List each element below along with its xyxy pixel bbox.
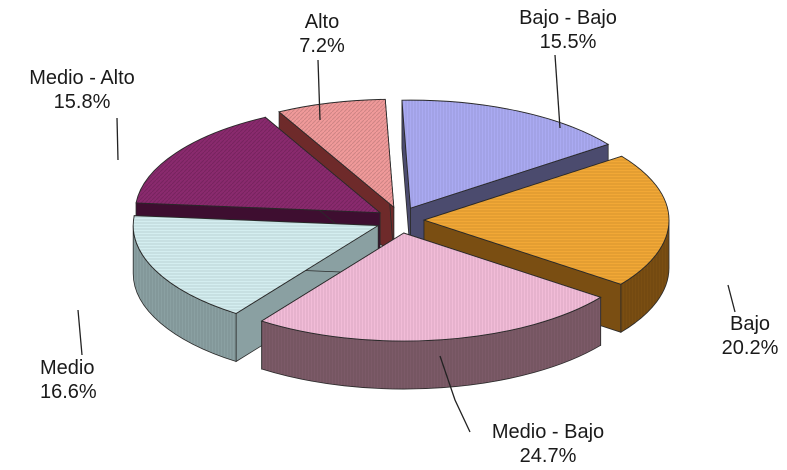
leader-line — [554, 54, 561, 129]
leader-line — [727, 284, 736, 313]
slice-value-label: 15.8% — [54, 91, 111, 113]
pie-slice-top-texture — [261, 233, 601, 342]
pie-slice-top-texture — [279, 99, 394, 208]
slice-value-label: 15.5% — [540, 31, 597, 53]
slice-value-label: 20.2% — [722, 337, 779, 359]
pie-slice-rim-texture — [620, 220, 669, 333]
pie-slice-rim-texture — [133, 225, 237, 362]
slice-name-label: Bajo — [730, 313, 770, 335]
slice-name-label: Medio — [40, 357, 94, 379]
leader-line — [317, 59, 321, 121]
slice-value-label: 16.6% — [40, 381, 97, 403]
pie-slice-top-texture — [423, 156, 669, 285]
pie-slice-top-texture — [401, 100, 609, 209]
pie-slice-medio — [132, 215, 380, 363]
slice-name-label: Medio - Bajo — [492, 421, 604, 443]
slice-name-label: Medio - Alto — [29, 67, 135, 89]
slice-value-label: 7.2% — [299, 35, 345, 57]
leader-line — [439, 355, 471, 433]
pie-slice-top-texture — [133, 215, 379, 314]
pie-slice-medio-bajo — [260, 232, 602, 390]
leader-line — [116, 117, 119, 161]
slice-value-label: 24.7% — [520, 445, 577, 467]
pie-slice-rim-texture — [261, 297, 601, 390]
slice-name-label: Alto — [305, 11, 339, 33]
pie-slice-top-texture — [136, 117, 381, 213]
slice-name-label: Bajo - Bajo — [519, 7, 617, 29]
leader-line — [77, 309, 83, 356]
